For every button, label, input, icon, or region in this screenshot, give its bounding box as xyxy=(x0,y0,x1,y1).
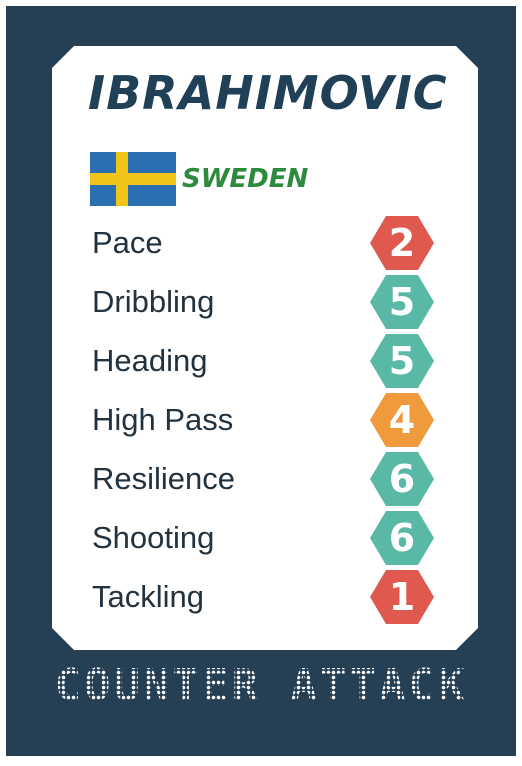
player-name: IBRAHIMOVIC xyxy=(88,66,448,120)
stat-value-hexagon: 2 xyxy=(370,216,434,270)
stat-value-hexagon: 1 xyxy=(370,570,434,624)
player-card: IBRAHIMOVIC SWEDEN Pace 2 Dribbling 5 Headin… xyxy=(6,6,516,756)
stat-value-hexagon: 5 xyxy=(370,334,434,388)
game-title: COUNTER ATTACK xyxy=(6,660,516,711)
stat-label: Heading xyxy=(92,343,208,378)
stat-label: Resilience xyxy=(92,461,236,496)
stat-value-hexagon: 4 xyxy=(370,393,434,447)
stat-label: Tackling xyxy=(92,579,204,614)
sweden-flag-icon xyxy=(90,152,176,206)
stat-row: Heading 5 xyxy=(52,332,478,390)
stat-value-hexagon: 6 xyxy=(370,511,434,565)
stat-row: Resilience 6 xyxy=(52,450,478,508)
stat-label: Shooting xyxy=(92,520,215,555)
stat-label: Dribbling xyxy=(92,284,215,319)
stat-label: Pace xyxy=(92,225,163,260)
stat-row: Dribbling 5 xyxy=(52,273,478,331)
stat-row: Shooting 6 xyxy=(52,509,478,567)
card-panel: IBRAHIMOVIC SWEDEN Pace 2 Dribbling 5 Headin… xyxy=(52,46,478,650)
stat-value-hexagon: 6 xyxy=(370,452,434,506)
stat-value-hexagon: 5 xyxy=(370,275,434,329)
country-name: SWEDEN xyxy=(182,164,309,194)
stat-row: High Pass 4 xyxy=(52,391,478,449)
stat-row: Tackling 1 xyxy=(52,568,478,626)
stat-label: High Pass xyxy=(92,402,234,437)
stat-row: Pace 2 xyxy=(52,214,478,272)
